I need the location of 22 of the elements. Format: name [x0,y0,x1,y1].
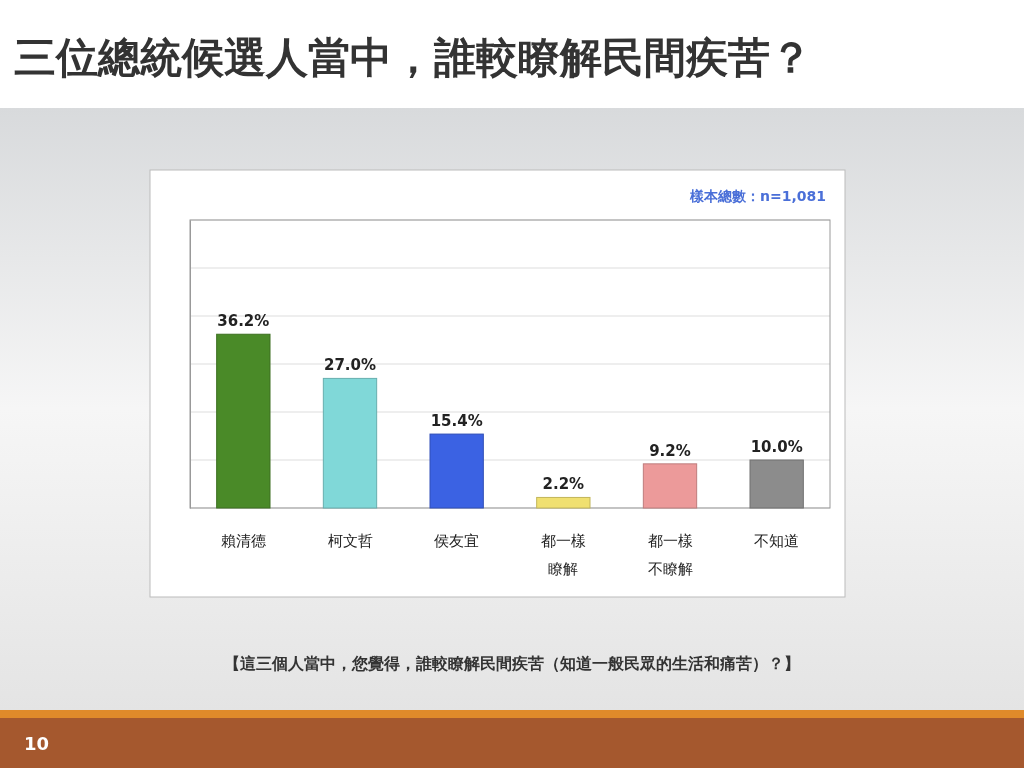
x-tick-label: 都一樣不瞭解 [647,532,693,578]
bar [216,333,271,509]
bar [749,459,804,509]
data-label: 27.0% [323,356,377,375]
chart-title: 三位總統候選人當中，誰較瞭解民間疾苦？ [14,33,812,82]
x-tick-label: 柯文哲 [327,532,373,550]
bar [322,377,378,509]
x-tick-label: 不知道 [754,532,800,550]
data-label: 15.4% [430,412,483,431]
data-label: 36.2% [217,312,270,331]
x-tick-label: 賴清德 [220,532,266,550]
data-label: 9.2% [649,441,691,460]
data-label: 2.2% [542,475,585,494]
x-tick-label: 侯友宜 [434,532,480,550]
text: 樣本總數：n=1,081 [689,188,826,204]
text: 【這三個人當中，您覺得，誰較瞭解民間疾苦（知道一般民眾的生活和痛苦）？】 [224,654,800,673]
bar [642,463,698,509]
x-tick-label: 都一樣瞭解 [540,532,586,578]
bar [429,433,484,509]
data-label: 10.0% [750,438,803,456]
text: 10 [24,733,50,754]
bar [536,496,591,509]
